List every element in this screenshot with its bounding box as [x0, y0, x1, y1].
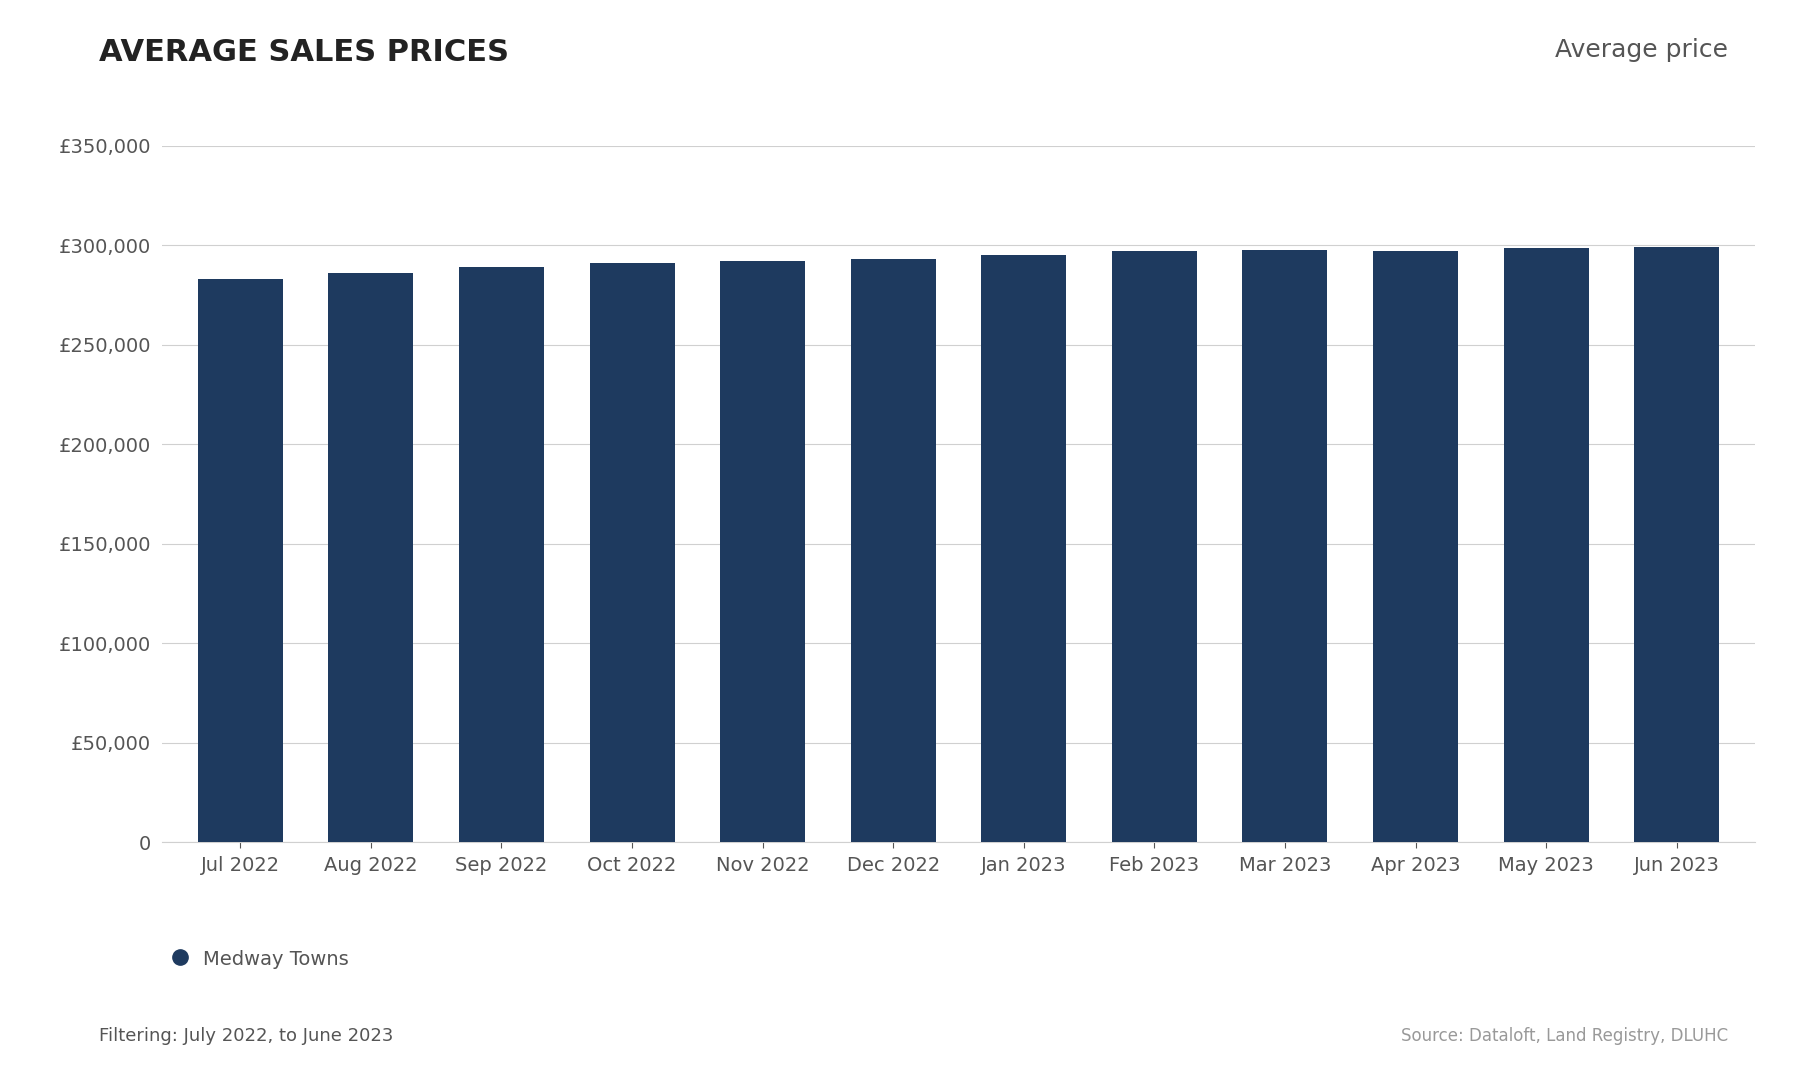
Bar — [851, 259, 936, 842]
Legend: Medway Towns: Medway Towns — [171, 949, 349, 969]
Text: Source: Dataloft, Land Registry, DLUHC: Source: Dataloft, Land Registry, DLUHC — [1400, 1027, 1728, 1045]
Bar — [1242, 251, 1327, 842]
Bar — [720, 261, 805, 842]
Bar — [1112, 252, 1197, 842]
Bar — [1373, 252, 1458, 842]
Bar — [590, 264, 675, 842]
Bar — [1634, 247, 1719, 842]
Bar — [328, 273, 414, 842]
Bar — [1503, 248, 1589, 842]
Bar — [981, 255, 1066, 842]
Text: Average price: Average price — [1555, 38, 1728, 62]
Text: Filtering: July 2022, to June 2023: Filtering: July 2022, to June 2023 — [99, 1027, 394, 1045]
Bar — [459, 267, 544, 842]
Text: AVERAGE SALES PRICES: AVERAGE SALES PRICES — [99, 38, 509, 67]
Bar — [198, 279, 283, 842]
